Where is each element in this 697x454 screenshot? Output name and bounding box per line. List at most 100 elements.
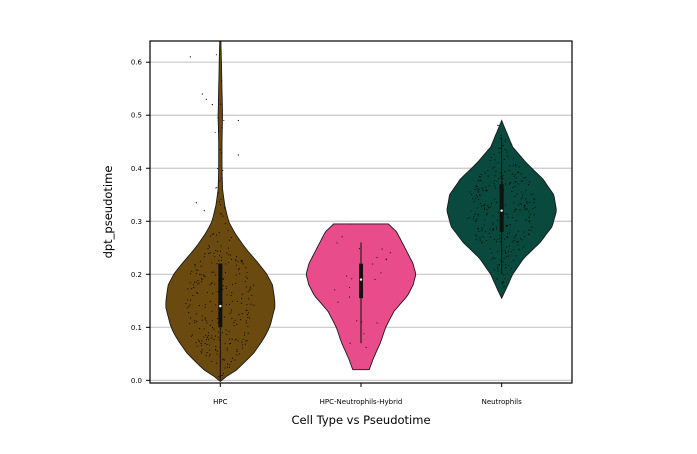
sample-point [494, 198, 496, 200]
sample-point [526, 202, 528, 204]
sample-point [349, 286, 351, 289]
sample-point [482, 241, 484, 243]
sample-point [504, 171, 506, 173]
outlier-point [195, 202, 197, 204]
sample-point [200, 265, 202, 267]
sample-point [523, 177, 525, 179]
iqr-box-2 [499, 184, 504, 232]
sample-point [491, 258, 493, 260]
sample-point [247, 316, 249, 318]
sample-point [197, 280, 199, 282]
sample-point [376, 257, 378, 259]
sample-point [479, 202, 481, 205]
sample-point [231, 357, 234, 359]
sample-point [478, 215, 480, 217]
sample-point [489, 206, 491, 208]
sample-point [205, 355, 207, 357]
sample-point [532, 208, 534, 210]
sample-point [498, 151, 501, 153]
sample-point [478, 198, 480, 200]
y-axis-label: dpt_pseudotime [101, 166, 115, 259]
sample-point [244, 280, 246, 283]
sample-point [523, 235, 525, 238]
sample-point [207, 334, 209, 337]
sample-point [496, 180, 498, 182]
sample-point [349, 223, 352, 225]
sample-point [513, 175, 515, 177]
y-tick-label-4: 0.4 [131, 165, 143, 173]
sample-point [221, 80, 223, 82]
sample-point [220, 204, 222, 206]
sample-point [528, 216, 530, 219]
sample-point [204, 343, 206, 345]
sample-point [528, 233, 530, 235]
sample-point [210, 360, 212, 363]
sample-point [222, 278, 224, 280]
sample-point [480, 174, 482, 176]
sample-point [207, 248, 209, 250]
sample-point [502, 178, 504, 180]
sample-point [495, 170, 497, 172]
sample-point [188, 311, 190, 313]
sample-point [238, 353, 240, 355]
outlier-point [203, 210, 205, 212]
sample-point [531, 226, 533, 228]
sample-point [187, 288, 189, 290]
sample-point [222, 358, 224, 360]
sample-point [502, 282, 504, 284]
sample-point [201, 340, 203, 342]
sample-point [221, 256, 223, 258]
sample-point [499, 237, 501, 239]
y-axis-ticks: 0.0 0.1 0.2 0.3 0.4 0.5 0.6 [131, 59, 150, 385]
sample-point [226, 285, 228, 287]
sample-point [517, 183, 519, 185]
sample-point [515, 165, 517, 167]
sample-point [225, 304, 227, 306]
sample-point [513, 157, 515, 159]
sample-point [478, 189, 480, 191]
sample-point [533, 201, 535, 204]
sample-point [503, 238, 505, 240]
sample-point [493, 179, 496, 181]
sample-point [228, 303, 231, 305]
sample-point [236, 323, 238, 325]
sample-point [358, 248, 360, 250]
sample-point [246, 271, 248, 274]
sample-point [498, 147, 500, 149]
sample-point [489, 236, 491, 238]
sample-point [236, 349, 238, 351]
sample-point [195, 281, 197, 283]
sample-point [227, 247, 229, 249]
sample-point [222, 278, 224, 280]
sample-point [231, 292, 233, 294]
sample-point [230, 258, 233, 260]
sample-point [474, 189, 476, 191]
sample-point [231, 300, 233, 303]
sample-point [499, 176, 502, 178]
sample-point [215, 274, 217, 276]
sample-point [508, 169, 510, 171]
sample-point [524, 205, 526, 207]
sample-point [494, 159, 496, 161]
sample-point [225, 329, 227, 331]
sample-point [203, 256, 205, 258]
sample-point [236, 300, 238, 302]
sample-point [244, 343, 246, 345]
sample-point [195, 269, 197, 271]
sample-point [493, 183, 495, 185]
sample-point [239, 273, 241, 275]
sample-point [245, 276, 247, 278]
sample-point [474, 220, 477, 222]
sample-point [363, 333, 365, 335]
sample-point [216, 186, 218, 188]
sample-point [220, 245, 222, 247]
sample-point [211, 233, 213, 235]
sample-point [529, 213, 532, 215]
sample-point [490, 156, 492, 158]
outlier-point [189, 56, 191, 58]
sample-point [217, 168, 219, 170]
sample-point [478, 175, 481, 177]
sample-point [219, 250, 221, 252]
sample-point [475, 218, 478, 220]
sample-point [209, 252, 211, 254]
